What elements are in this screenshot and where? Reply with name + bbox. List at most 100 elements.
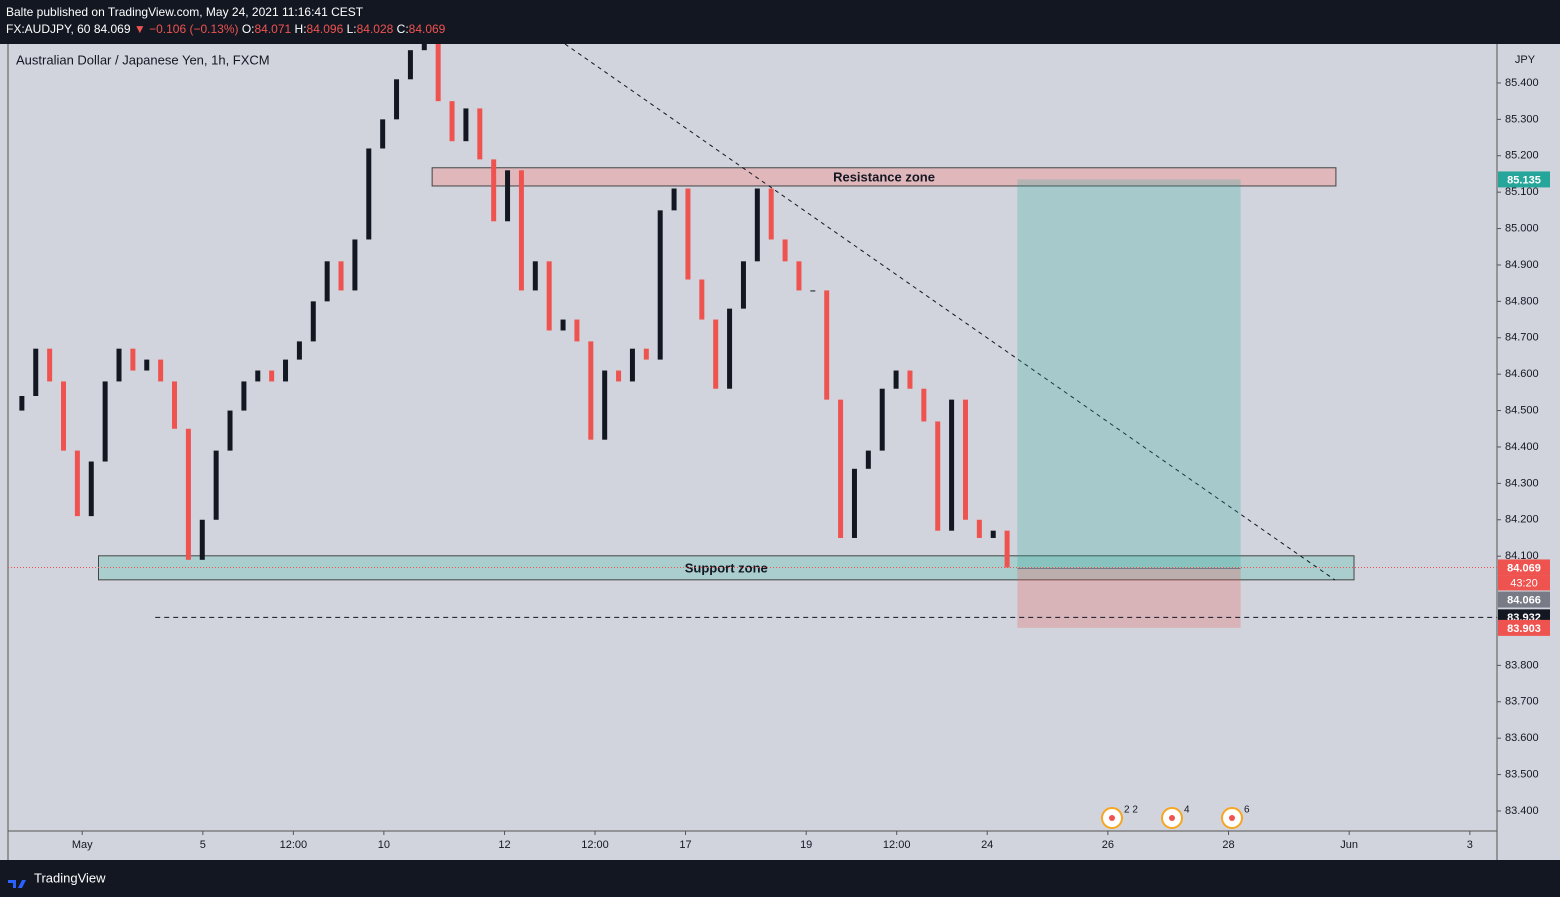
candle-body	[976, 519, 982, 538]
price-label-box	[1498, 171, 1550, 188]
currency: JPY	[1515, 54, 1536, 66]
stop-area	[1017, 568, 1241, 628]
candle-body	[33, 348, 39, 397]
y-tick-label: 83.800	[1505, 659, 1539, 671]
candle-body	[768, 188, 774, 240]
candle-body	[255, 370, 261, 382]
countdown: 43:20	[1510, 577, 1538, 589]
price-label: 83.903	[1507, 623, 1541, 635]
candle-body	[588, 341, 594, 440]
countdown-box	[1498, 575, 1550, 591]
candle-body	[602, 370, 608, 440]
header-bar	[0, 0, 1560, 44]
y-tick-label: 84.100	[1505, 550, 1539, 562]
candle-body	[546, 261, 552, 331]
candle-body	[685, 188, 691, 280]
candle-body	[865, 450, 871, 469]
candle-body	[19, 396, 25, 411]
candle-body	[227, 410, 233, 451]
x-tick-label: 5	[200, 839, 206, 851]
ohlc-value: 84.028	[357, 22, 394, 36]
candle-body	[838, 399, 844, 538]
x-tick-label: 10	[378, 839, 390, 851]
ohlc-label: O:	[242, 22, 255, 36]
candle-body	[463, 108, 469, 142]
candle-body	[935, 421, 941, 531]
y-tick-label: 85.100	[1505, 186, 1539, 198]
candle-body	[629, 348, 635, 382]
candle-body	[782, 239, 788, 262]
candle-body	[421, 44, 427, 51]
y-tick-label: 84.400	[1505, 441, 1539, 453]
x-tick-label: 12:00	[581, 839, 609, 851]
zone-label: Support zone	[685, 560, 768, 575]
y-tick-label: 84.700	[1505, 332, 1539, 344]
candle-body	[949, 399, 955, 531]
y-tick-label: 85.200	[1505, 150, 1539, 162]
logo	[8, 880, 26, 888]
x-tick-label: 19	[800, 839, 812, 851]
candle-body	[796, 261, 802, 291]
candle-body	[477, 108, 483, 160]
event-count: 6	[1244, 805, 1250, 816]
ohlc-label: C:	[397, 22, 409, 36]
event-dot	[1169, 815, 1175, 821]
candle-body	[213, 450, 219, 520]
candle-body	[851, 468, 857, 538]
y-tick-label: 84.200	[1505, 514, 1539, 526]
ohlc-label: L:	[347, 22, 357, 36]
x-tick-label: May	[72, 839, 93, 851]
symbol-line: FX:AUDJPY, 60 84.069 ▼ −0.106 (−0.13%) O…	[6, 22, 446, 36]
ohlc-value: 84.069	[409, 22, 446, 36]
y-tick-label: 83.600	[1505, 732, 1539, 744]
candle-body	[754, 188, 760, 262]
candle-body	[657, 210, 663, 360]
candle-body	[1004, 530, 1010, 568]
x-tick-label: 12:00	[280, 839, 308, 851]
candle-body	[74, 450, 80, 517]
ohlc-value: 84.071	[255, 22, 292, 36]
candle-body	[921, 388, 927, 422]
ohlc-label: H:	[295, 22, 307, 36]
x-tick-label: 12	[498, 839, 510, 851]
candle-body	[449, 101, 455, 142]
ohlc-value: 84.096	[307, 22, 344, 36]
event-count: 2 2	[1124, 805, 1138, 816]
y-tick-label: 85.400	[1505, 77, 1539, 89]
price-label: 85.135	[1507, 174, 1541, 186]
candle-body	[352, 239, 358, 291]
candle-body	[713, 319, 719, 389]
x-tick-label: 24	[981, 839, 993, 851]
price-label-box	[1498, 591, 1550, 608]
candle-body	[574, 319, 580, 342]
candle-body	[269, 370, 275, 382]
candle-body	[907, 370, 913, 389]
candle-body	[380, 119, 386, 149]
y-tick-label: 85.300	[1505, 113, 1539, 125]
candle-body	[671, 188, 677, 211]
candle-body	[47, 348, 53, 382]
candle-body	[158, 359, 164, 382]
candle-body	[518, 170, 524, 291]
price-label-box	[1498, 559, 1550, 576]
symbol: FX:AUDJPY, 60	[6, 22, 91, 36]
candle-body	[879, 388, 885, 451]
candle-body	[102, 381, 108, 462]
candle-body	[185, 428, 191, 560]
candle-body	[727, 308, 733, 389]
chart-title: Australian Dollar / Japanese Yen, 1h, FX…	[16, 52, 270, 67]
event-dot	[1229, 815, 1235, 821]
zone	[97, 555, 1355, 581]
brand: TradingView	[34, 870, 106, 885]
candle-body	[491, 159, 497, 222]
candle-body	[296, 341, 302, 360]
event-count: 4	[1184, 805, 1190, 816]
candle-body	[407, 50, 413, 80]
zone	[431, 167, 1337, 187]
candle-body	[88, 461, 94, 517]
change: ▼ −0.106 (−0.13%)	[134, 22, 239, 36]
candle-body	[435, 44, 441, 102]
candle-body	[338, 261, 344, 291]
